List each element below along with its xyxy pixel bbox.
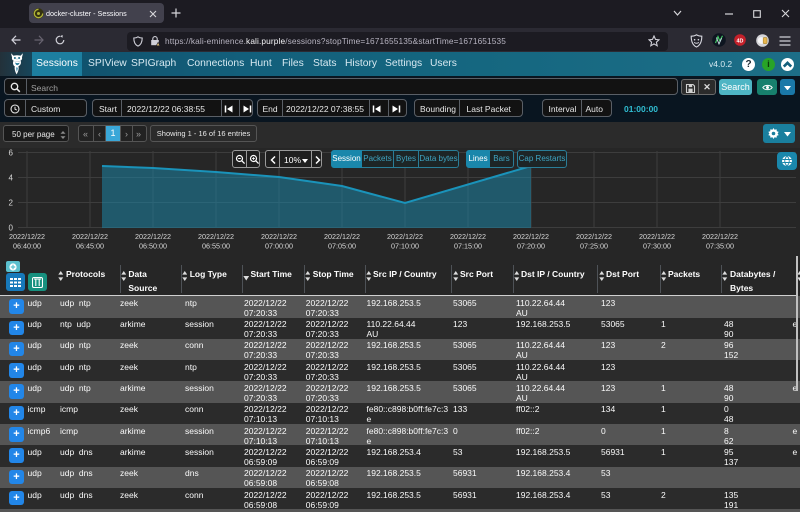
- svg-text:4D: 4D: [737, 38, 744, 44]
- svg-text:2022/12/22: 2022/12/22: [639, 232, 675, 241]
- svg-text:2022/12/22: 2022/12/22: [72, 232, 108, 241]
- svg-text:07:15:00: 07:15:00: [454, 242, 482, 251]
- svg-text:06:55:00: 06:55:00: [202, 242, 230, 251]
- svg-text:06:40:00: 06:40:00: [13, 242, 41, 251]
- svg-text:07:10:00: 07:10:00: [391, 242, 419, 251]
- svg-text:2022/12/22: 2022/12/22: [324, 232, 360, 241]
- svg-text:2022/12/22: 2022/12/22: [450, 232, 486, 241]
- svg-text:07:20:00: 07:20:00: [517, 242, 545, 251]
- svg-text:2022/12/22: 2022/12/22: [198, 232, 234, 241]
- svg-text:2022/12/22: 2022/12/22: [387, 232, 423, 241]
- svg-text:2022/12/22: 2022/12/22: [576, 232, 612, 241]
- svg-text:06:50:00: 06:50:00: [139, 242, 167, 251]
- svg-text:6: 6: [9, 149, 14, 158]
- svg-text:07:35:00: 07:35:00: [706, 242, 734, 251]
- svg-text:07:00:00: 07:00:00: [265, 242, 293, 251]
- svg-text:2022/12/22: 2022/12/22: [261, 232, 297, 241]
- svg-text:07:05:00: 07:05:00: [328, 242, 356, 251]
- svg-text:07:30:00: 07:30:00: [643, 242, 671, 251]
- svg-text:2022/12/22: 2022/12/22: [702, 232, 738, 241]
- svg-text:07:25:00: 07:25:00: [580, 242, 608, 251]
- svg-text:4: 4: [9, 174, 14, 183]
- svg-text:2022/12/22: 2022/12/22: [513, 232, 549, 241]
- svg-text:2022/12/22: 2022/12/22: [135, 232, 171, 241]
- svg-text:2: 2: [9, 199, 14, 208]
- svg-text:2022/12/22: 2022/12/22: [9, 232, 45, 241]
- svg-text:06:45:00: 06:45:00: [76, 242, 104, 251]
- svg-text:0: 0: [9, 224, 14, 233]
